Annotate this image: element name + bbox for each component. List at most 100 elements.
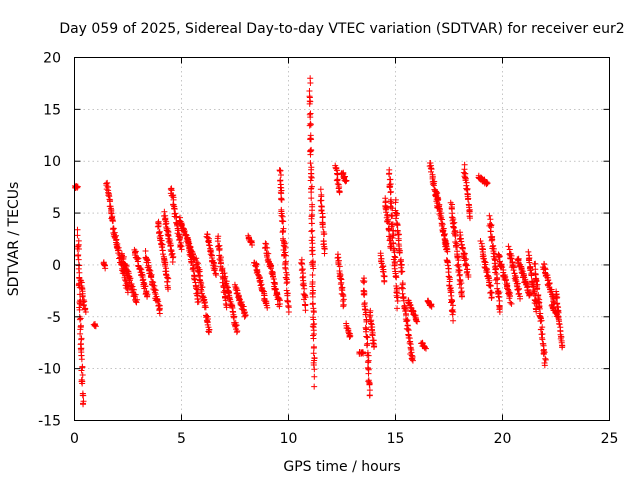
data-point-marker (484, 180, 491, 187)
data-point-marker (207, 248, 214, 255)
data-point-marker (336, 189, 343, 196)
data-point-marker (307, 120, 314, 127)
data-point-marker (399, 285, 406, 292)
data-point-marker (542, 355, 549, 362)
data-point-marker (229, 308, 236, 315)
data-point-marker (457, 277, 464, 284)
data-point-marker (309, 323, 316, 330)
data-point-marker (393, 274, 400, 281)
data-point-marker (76, 306, 83, 313)
data-point-marker (115, 247, 122, 254)
data-point-marker (363, 326, 370, 333)
data-point-marker (496, 302, 503, 309)
data-point-marker (506, 293, 513, 300)
data-point-marker (298, 267, 305, 274)
data-point-marker (403, 312, 410, 319)
data-point-marker (433, 191, 440, 198)
data-point-marker (494, 276, 501, 283)
data-point-marker (278, 212, 285, 219)
data-point-marker (377, 252, 384, 259)
data-point-marker (155, 223, 162, 230)
data-point-marker (338, 276, 345, 283)
data-point-marker (532, 260, 539, 267)
data-point-marker (483, 266, 490, 273)
data-point-marker (430, 180, 437, 187)
data-point-marker (177, 235, 184, 242)
data-point-marker (199, 284, 206, 291)
data-point-marker (285, 309, 292, 316)
data-point-marker (223, 304, 230, 311)
data-point-marker (421, 344, 428, 351)
data-point-marker (556, 320, 563, 327)
data-point-marker (308, 195, 315, 202)
data-point-marker (74, 184, 81, 191)
data-point-marker (253, 261, 260, 268)
data-point-marker (508, 300, 515, 307)
data-point-marker (339, 170, 346, 177)
data-point-marker (399, 290, 406, 297)
data-point-marker (161, 208, 168, 215)
data-point-marker (457, 235, 464, 242)
data-point-marker (407, 301, 414, 308)
data-point-marker (144, 292, 151, 299)
data-point-marker (102, 265, 109, 272)
data-point-marker (162, 261, 169, 268)
data-point-marker (309, 251, 316, 258)
data-point-marker (120, 253, 127, 260)
data-point-marker (404, 326, 411, 333)
data-point-marker (441, 231, 448, 238)
data-point-marker (407, 338, 414, 345)
data-point-marker (427, 165, 434, 172)
x-tick-label: 20 (494, 431, 512, 447)
data-point-marker (394, 294, 401, 301)
data-point-marker (306, 88, 313, 95)
data-point-marker (307, 177, 314, 184)
plot-frame (74, 57, 610, 421)
data-point-marker (204, 234, 211, 241)
y-tick-label: 5 (52, 206, 61, 222)
data-point-marker (361, 278, 368, 285)
data-point-marker (177, 214, 184, 221)
data-point-marker (523, 280, 530, 287)
data-point-marker (446, 285, 453, 292)
data-point-marker (491, 250, 498, 257)
data-point-marker (211, 267, 218, 274)
data-point-marker (456, 271, 463, 278)
data-point-marker (74, 183, 81, 190)
data-point-marker (152, 287, 159, 294)
data-point-marker (283, 280, 290, 287)
data-point-marker (365, 357, 372, 364)
data-point-marker (407, 344, 414, 351)
data-point-marker (458, 280, 465, 287)
data-point-marker (310, 265, 317, 272)
data-point-marker (391, 265, 398, 272)
data-point-marker (488, 235, 495, 242)
data-point-marker (222, 273, 229, 280)
data-point-marker (364, 340, 371, 347)
data-point-marker (160, 251, 167, 258)
data-point-marker (75, 256, 82, 263)
data-point-marker (148, 273, 155, 280)
data-point-marker (109, 218, 116, 225)
data-point-marker (339, 297, 346, 304)
data-point-marker (234, 327, 241, 334)
data-point-marker (447, 289, 454, 296)
data-point-marker (364, 349, 371, 356)
data-point-marker (74, 252, 81, 259)
data-point-marker (91, 322, 98, 329)
data-point-marker (308, 185, 315, 192)
data-point-marker (319, 224, 326, 231)
data-point-marker (437, 212, 444, 219)
data-point-marker (487, 282, 494, 289)
data-point-marker (213, 271, 220, 278)
data-point-marker (337, 275, 344, 282)
data-point-marker (526, 291, 533, 298)
data-point-marker (381, 278, 388, 285)
data-point-marker (394, 227, 401, 234)
data-point-marker (387, 183, 394, 190)
data-point-marker (106, 196, 113, 203)
data-point-marker (319, 213, 326, 220)
axis-ticks: 0 5 10 15 20 25 -15 -10 -5 0 5 10 15 20 (38, 51, 618, 448)
data-point-marker (307, 160, 314, 167)
data-point-marker (367, 312, 374, 319)
